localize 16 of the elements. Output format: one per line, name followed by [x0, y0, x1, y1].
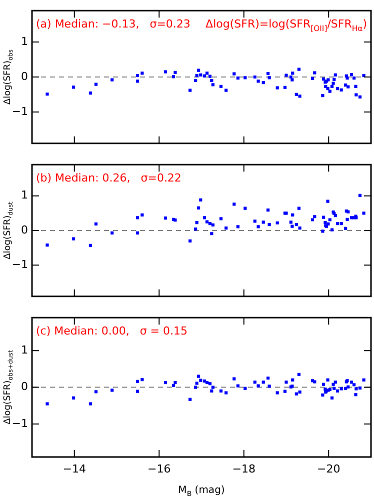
- annotation: (c) Median: 0.00, σ = 0.15: [36, 324, 188, 338]
- x-tick-label: −18: [232, 462, 256, 476]
- x-tick-label: −16: [148, 462, 171, 476]
- annotation: (a) Median: −0.13, σ=0.23: [36, 18, 190, 31]
- y-tick-label: 1: [21, 188, 28, 202]
- y-tick-label: 0: [21, 70, 28, 83]
- annotation: (b) Median: 0.26, σ=0.22: [36, 172, 182, 185]
- x-tick-label: −20: [317, 462, 340, 476]
- y-tick-label: 0: [21, 380, 28, 394]
- y-tick-label: −1: [12, 104, 28, 118]
- y-tick-label: −1: [12, 416, 28, 430]
- y-tick-label: 0: [21, 223, 28, 236]
- y-tick-label: 1: [21, 343, 28, 356]
- y-tick-label: 1: [21, 34, 28, 48]
- x-tick-label: −14: [62, 462, 86, 476]
- y-tick-label: −1: [12, 258, 28, 272]
